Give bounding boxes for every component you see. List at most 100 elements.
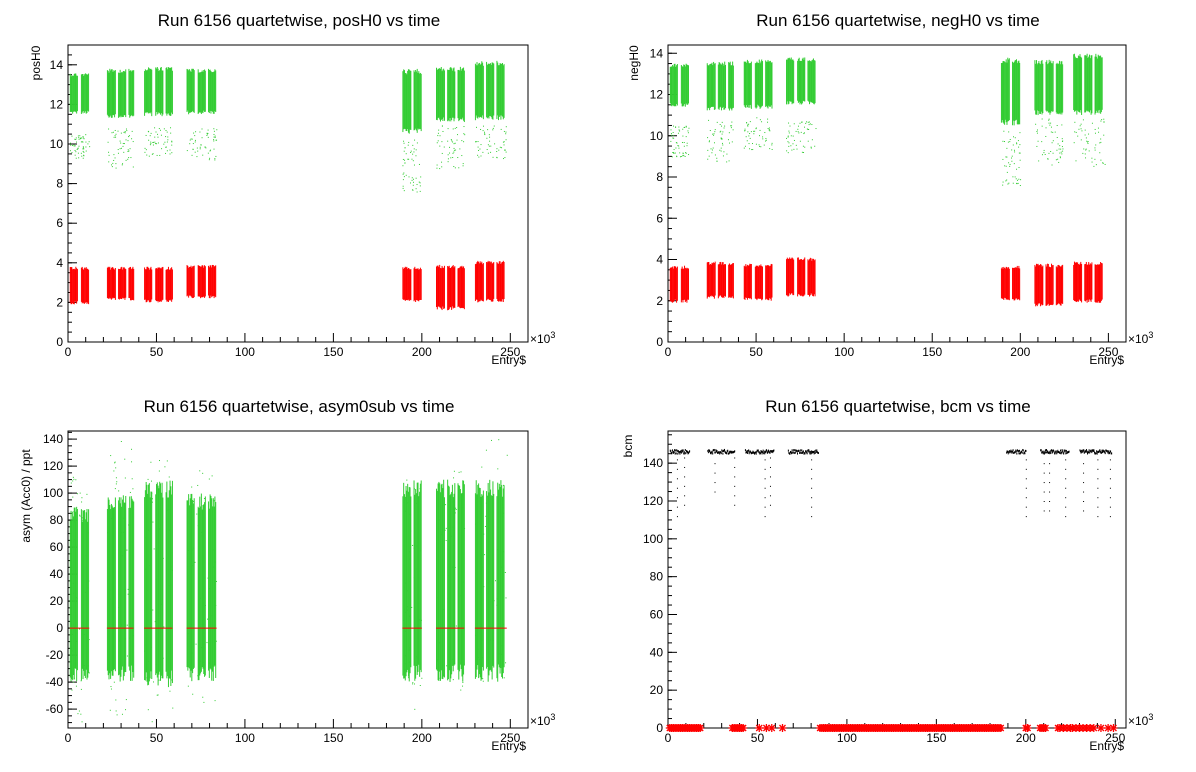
point-column: [168, 269, 170, 301]
data-point: [1084, 153, 1086, 155]
data-point: [756, 117, 758, 119]
bcm-point: [1053, 449, 1055, 452]
point-column: [197, 69, 199, 115]
data-point: [160, 129, 162, 131]
point-column: [74, 73, 76, 112]
bcm-point: [1098, 451, 1100, 454]
data-point: [678, 145, 680, 147]
point-column: [1077, 58, 1079, 111]
data-point: [157, 694, 159, 696]
point-column: [490, 495, 492, 672]
point-column: [190, 265, 192, 297]
point-column: [443, 68, 445, 118]
bcm-point: [757, 449, 759, 452]
data-point: [206, 134, 208, 136]
data-point: [763, 144, 765, 146]
bcm-point: [813, 452, 815, 455]
data-point: [453, 618, 455, 620]
bcm-point: [1006, 450, 1008, 453]
data-point: [716, 160, 718, 162]
data-point: [797, 125, 799, 127]
data-point: [201, 647, 203, 649]
point-column: [757, 265, 759, 299]
data-point: [1043, 482, 1045, 484]
data-point: [764, 468, 766, 470]
data-point: [1020, 179, 1022, 181]
data-point: [480, 144, 482, 146]
data-point: [161, 148, 163, 150]
point-column: [707, 261, 709, 297]
data-point: [150, 461, 152, 463]
point-column: [86, 268, 88, 304]
point-column: [438, 267, 440, 307]
point-column: [1055, 266, 1057, 306]
data-point: [503, 144, 505, 146]
bcm-point: [1048, 451, 1050, 454]
point-column: [76, 269, 78, 302]
point-column: [1051, 263, 1053, 305]
point-column: [670, 66, 672, 106]
data-band: [1034, 263, 1064, 307]
data-point: [1083, 463, 1085, 465]
point-column: [767, 265, 769, 301]
bcm-point: [1059, 451, 1061, 454]
data-point: [1097, 497, 1099, 499]
data-point: [1018, 152, 1020, 154]
data-point: [458, 167, 460, 169]
bcm-point: [1081, 449, 1083, 452]
bcm-point: [1091, 451, 1093, 454]
data-point: [204, 146, 206, 148]
data-point: [409, 647, 411, 649]
data-point: [1007, 183, 1009, 185]
data-point: [415, 655, 417, 657]
point-column: [1041, 59, 1043, 115]
point-column: [462, 267, 464, 309]
x-exponent-power: 3: [1148, 330, 1153, 340]
bcm-point: [685, 452, 687, 455]
point-column: [672, 64, 674, 106]
point-column: [439, 492, 441, 681]
point-column: [1086, 264, 1088, 303]
data-point: [163, 128, 165, 130]
bcm-point: [765, 451, 767, 454]
data-point: [500, 566, 502, 568]
data-point: [1019, 144, 1021, 146]
point-column: [808, 60, 810, 102]
point-column: [1006, 267, 1008, 300]
point-column: [723, 65, 725, 110]
data-point: [490, 151, 492, 153]
bcm-point: [761, 452, 763, 455]
point-column: [73, 73, 75, 112]
data-point: [676, 459, 678, 461]
data-band: [669, 63, 690, 158]
point-column: [786, 259, 788, 296]
data-point: [685, 152, 687, 154]
point-column: [147, 493, 149, 686]
point-column: [1040, 61, 1042, 112]
data-point: [120, 624, 122, 626]
data-point: [673, 152, 675, 154]
data-point: [149, 530, 151, 532]
data-point: [488, 134, 490, 136]
data-point: [407, 144, 409, 146]
bcm-point: [1059, 449, 1061, 452]
data-point: [1041, 154, 1043, 156]
data-point: [441, 152, 443, 154]
point-column: [462, 68, 464, 118]
point-column: [211, 267, 213, 298]
data-point: [215, 580, 217, 582]
point-column: [743, 61, 745, 106]
data-point: [1011, 155, 1013, 157]
data-point: [213, 148, 215, 150]
data-point: [453, 645, 455, 647]
point-column: [1058, 265, 1060, 304]
panel-negH0: Run 6156 quartetwise, negH0 vs time 0 50 1…: [627, 11, 1153, 367]
x-tick-label: 250: [500, 345, 520, 359]
point-column: [1042, 265, 1044, 305]
x-exponent: ×103: [1128, 330, 1153, 346]
data-point: [122, 142, 124, 144]
point-column: [84, 268, 86, 303]
star-marker: [1109, 724, 1118, 732]
data-point: [442, 130, 444, 132]
data-point: [684, 466, 686, 468]
